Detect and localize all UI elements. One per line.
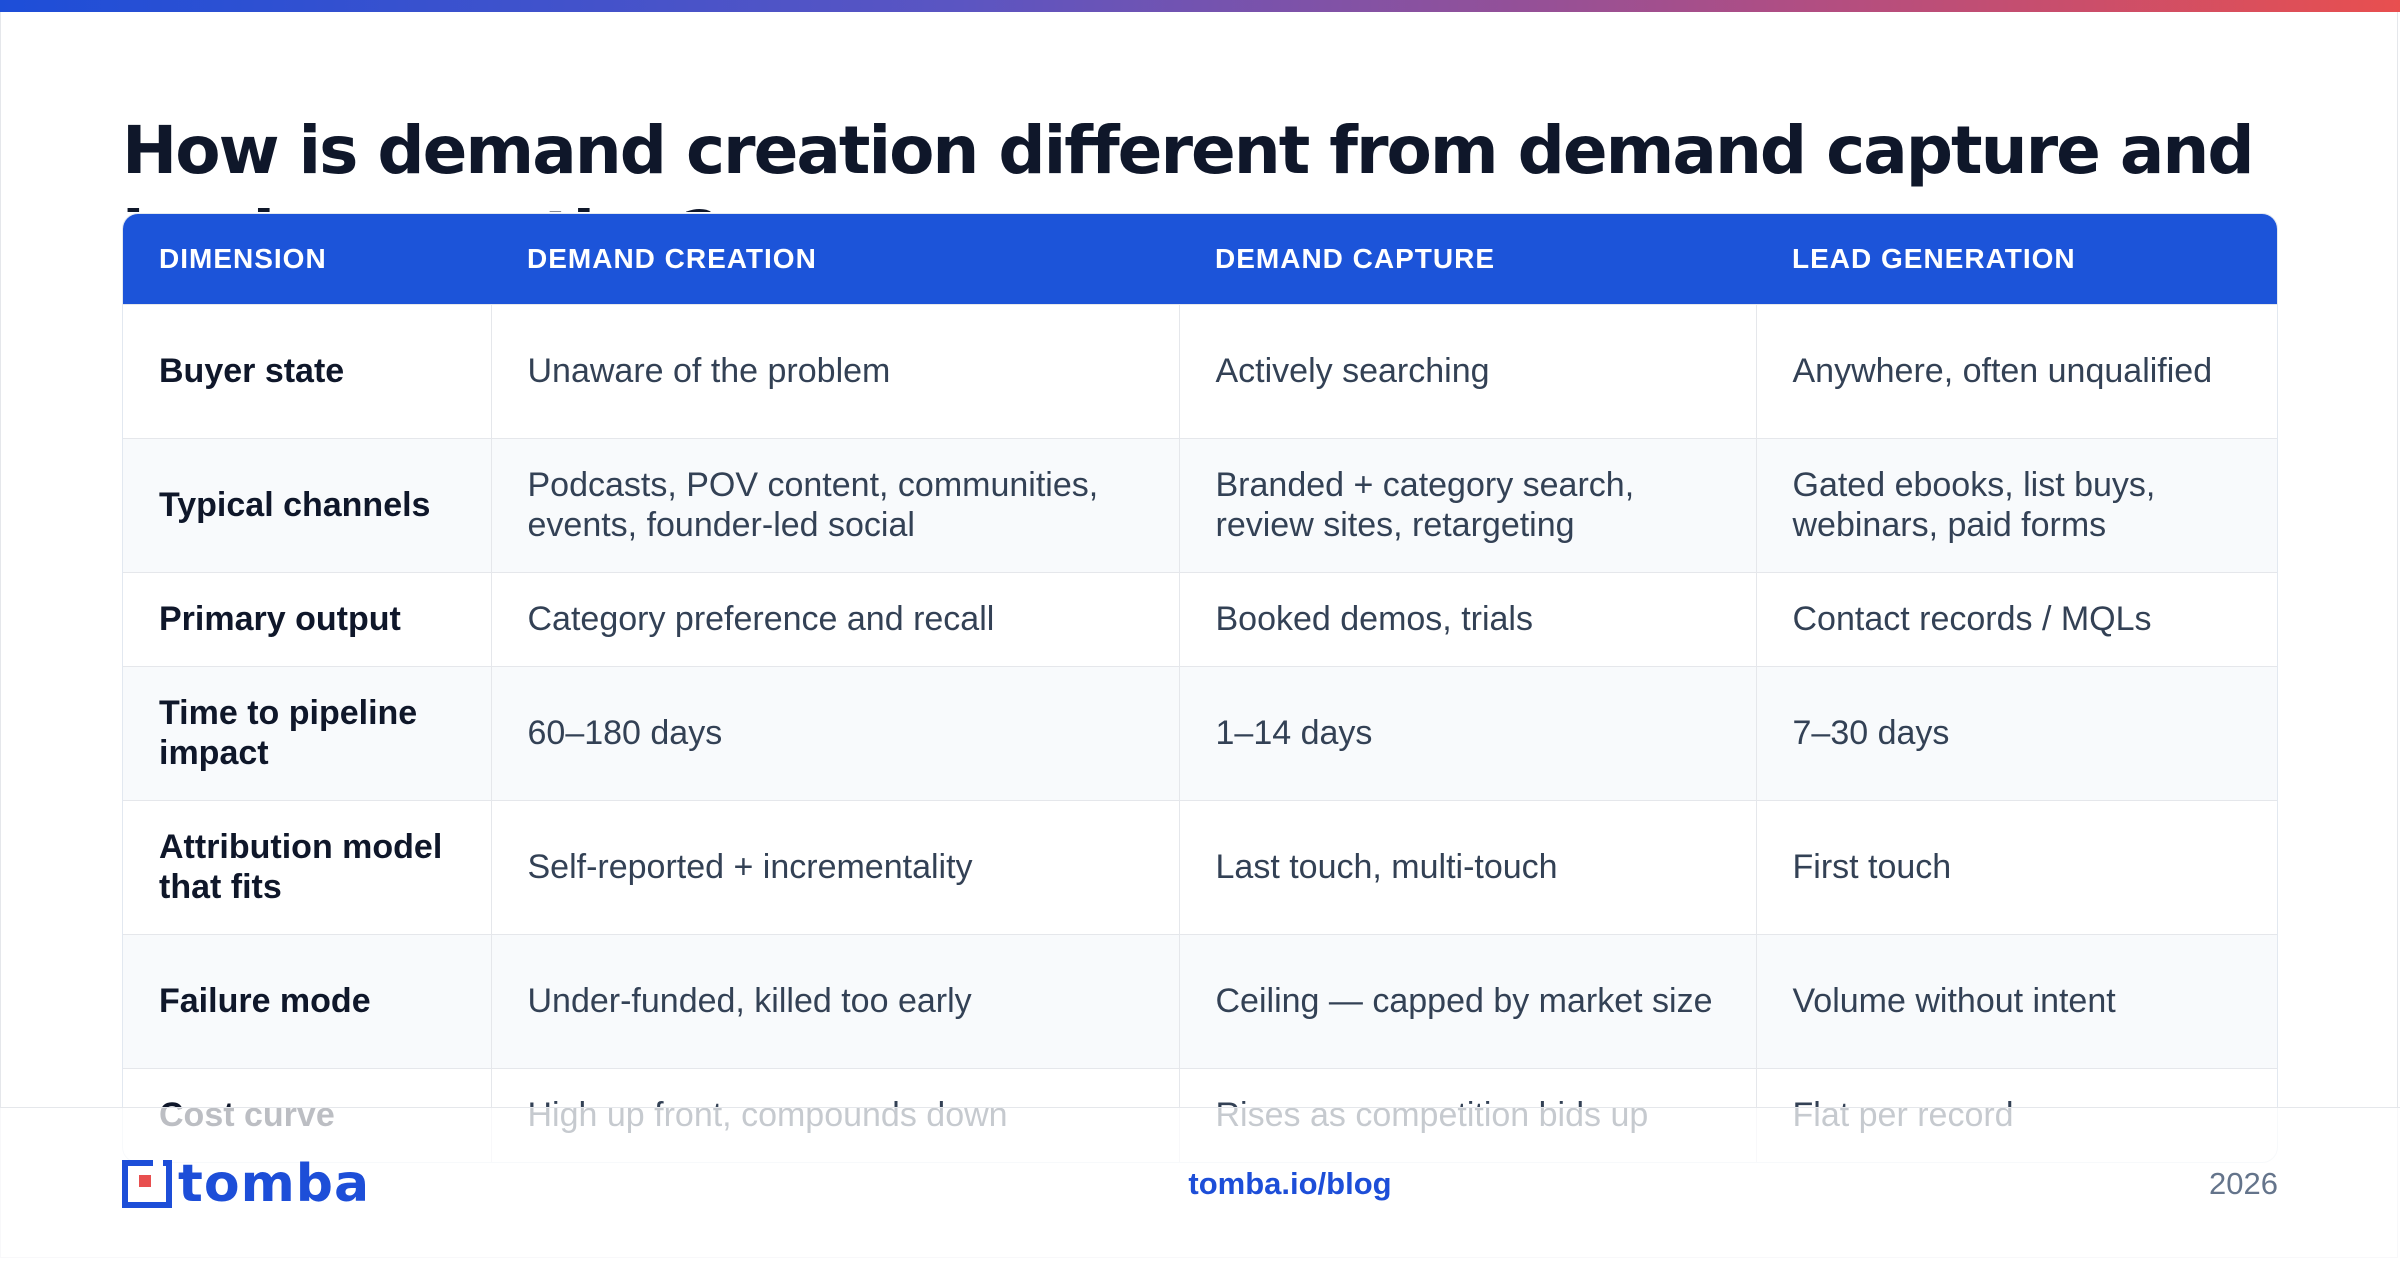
table-cell: First touch [1755, 799, 2277, 934]
header-dimension: DIMENSION [159, 242, 327, 274]
table-cell: Podcasts, POV content, communities, even… [490, 437, 1179, 572]
row-label: Buyer state [123, 303, 491, 438]
logo-wordmark: tomba [178, 1154, 371, 1214]
table-cell: Self-reported + incrementality [490, 799, 1179, 934]
row-label: Failure mode [123, 933, 491, 1068]
table-row: Failure mode Under-funded, killed too ea… [123, 933, 2277, 1068]
row-label: Attribution model that fits [123, 799, 491, 934]
table-cell: Volume without intent [1755, 933, 2277, 1068]
footer-band [0, 1107, 2400, 1261]
table-cell: Category preference and recall [490, 571, 1179, 666]
table-cell: 7–30 days [1755, 665, 2277, 800]
table-row: Attribution model that fits Self-reporte… [123, 799, 2277, 934]
table-cell: Last touch, multi-touch [1178, 799, 1756, 934]
table-row: Primary output Category preference and r… [123, 571, 2277, 666]
tomba-logo-mark-icon [122, 1160, 172, 1208]
table-cell: Actively searching [1178, 303, 1756, 438]
row-label: Time to pipeline impact [123, 665, 491, 800]
table-cell: Unaware of the problem [490, 303, 1179, 438]
comparison-table: DIMENSION DEMAND CREATION DEMAND CAPTURE… [122, 213, 2278, 1163]
table-row: Typical channels Podcasts, POV content, … [123, 437, 2277, 572]
row-label: Primary output [123, 571, 491, 666]
table-cell: Booked demos, trials [1178, 571, 1756, 666]
table-cell: 1–14 days [1178, 665, 1756, 800]
row-label: Typical channels [123, 437, 491, 572]
top-gradient-bar [0, 0, 2400, 12]
tomba-logo[interactable]: tomba [122, 1154, 382, 1214]
table-header-row: DIMENSION DEMAND CREATION DEMAND CAPTURE… [123, 214, 2277, 304]
table-cell: Gated ebooks, list buys, webinars, paid … [1755, 437, 2277, 572]
header-lead-generation: LEAD GENERATION [1792, 242, 2076, 274]
header-demand-capture: DEMAND CAPTURE [1215, 242, 1495, 274]
table-row: Buyer state Unaware of the problem Activ… [123, 303, 2277, 438]
page-title: How is demand creation different from de… [122, 112, 2255, 212]
table-cell: Contact records / MQLs [1755, 571, 2277, 666]
table-cell: Anywhere, often unqualified [1755, 303, 2277, 438]
table-row: Time to pipeline impact 60–180 days 1–14… [123, 665, 2277, 800]
table-cell: Branded + category search, review sites,… [1178, 437, 1756, 572]
table-cell: 60–180 days [490, 665, 1179, 800]
blog-link[interactable]: tomba.io/blog [1188, 1166, 1392, 1201]
footer-year: 2026 [2209, 1166, 2278, 1201]
table-cell: Ceiling — capped by market size [1178, 933, 1756, 1068]
header-demand-creation: DEMAND CREATION [527, 242, 817, 274]
table-cell: Under-funded, killed too early [490, 933, 1179, 1068]
